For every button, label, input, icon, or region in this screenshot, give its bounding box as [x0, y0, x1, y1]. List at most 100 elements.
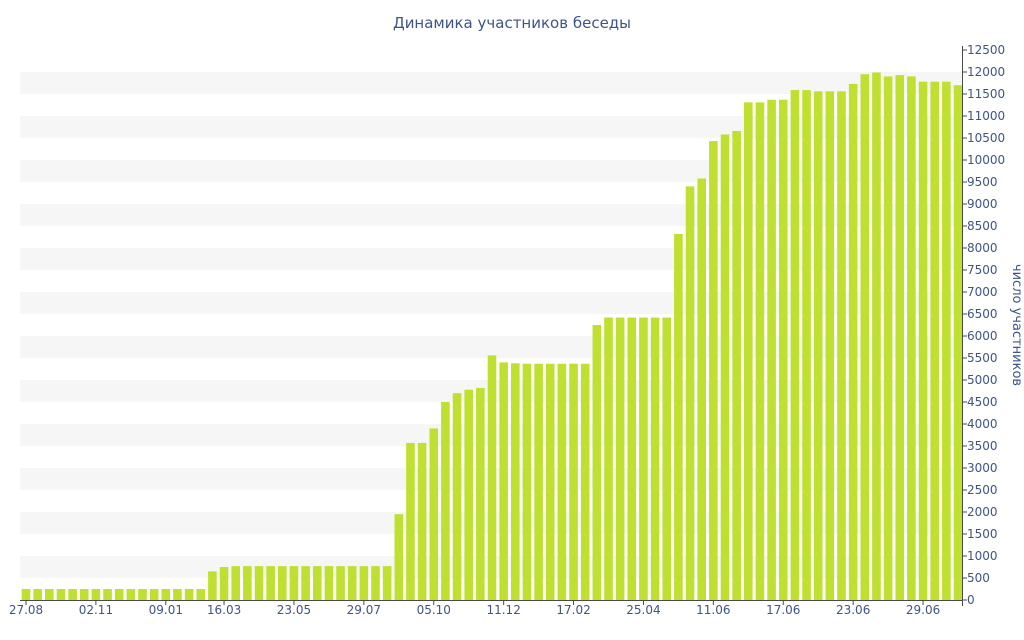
- y-tick-label: 10000: [967, 153, 1005, 167]
- bar: [615, 317, 625, 600]
- bar: [149, 589, 159, 600]
- bar: [417, 442, 427, 600]
- bar: [91, 589, 101, 600]
- x-tick-label: 11.06: [696, 603, 730, 617]
- bar: [196, 589, 206, 600]
- bar: [394, 514, 404, 600]
- y-tick-label: 12500: [967, 43, 1005, 57]
- x-tick-label: 17.02: [556, 603, 590, 617]
- y-tick-label: 6500: [967, 307, 998, 321]
- bar: [359, 566, 369, 600]
- y-tick-label: 6000: [967, 329, 998, 343]
- bar: [557, 363, 567, 600]
- bar: [860, 74, 870, 600]
- chart-title: Динамика участников беседы: [393, 14, 631, 32]
- bar: [336, 566, 345, 600]
- bar: [208, 571, 217, 600]
- bar: [452, 393, 462, 600]
- bar: [790, 90, 800, 600]
- bar: [347, 566, 357, 600]
- bar: [33, 589, 42, 600]
- bar: [872, 72, 881, 600]
- y-tick-label: 500: [967, 571, 990, 585]
- bar: [674, 233, 683, 601]
- y-tick-label: 3000: [967, 461, 998, 475]
- x-tick-label: 09.01: [149, 603, 183, 617]
- bar: [324, 566, 334, 600]
- x-tick-label: 25.04: [626, 603, 660, 617]
- bar: [499, 362, 508, 600]
- bar: [184, 589, 194, 600]
- bar: [56, 589, 66, 600]
- y-tick-label: 9000: [967, 197, 998, 211]
- bar: [278, 566, 287, 600]
- y-tick-label: 2500: [967, 483, 998, 497]
- bar: [778, 99, 788, 600]
- bar: [545, 363, 555, 600]
- bar: [883, 76, 893, 600]
- bar: [173, 589, 182, 600]
- bar: [138, 589, 147, 600]
- bar: [522, 363, 532, 600]
- y-axis-label: число участников: [1009, 264, 1024, 386]
- bar: [767, 99, 776, 600]
- bar: [569, 363, 578, 600]
- bar: [709, 141, 718, 600]
- y-tick-label: 12000: [967, 65, 1005, 79]
- bar: [650, 317, 660, 600]
- bar: [802, 90, 811, 600]
- bar: [744, 102, 753, 601]
- bar: [930, 81, 939, 601]
- y-tick-label: 9500: [967, 175, 998, 189]
- x-tick-labels: 27.08 02.11 09.01 16.03 23.05 29.07 05.10 11.12…: [9, 603, 940, 617]
- y-tick-label: 7500: [967, 263, 998, 277]
- x-tick-label: 27.08: [9, 603, 43, 617]
- bars: [21, 72, 963, 601]
- bar: [243, 566, 252, 600]
- bar: [813, 91, 823, 601]
- x-tick-label: 02.11: [79, 603, 113, 617]
- x-tick-label: 11.12: [486, 603, 520, 617]
- y-tick-label: 8500: [967, 219, 998, 233]
- bar: [662, 317, 672, 600]
- bar: [848, 83, 858, 600]
- x-tick-label: 16.03: [207, 603, 241, 617]
- bar: [68, 589, 77, 600]
- bar: [895, 75, 905, 600]
- bar: [592, 325, 602, 600]
- y-tick-label: 0: [967, 593, 975, 607]
- y-tick-label: 1000: [967, 549, 998, 563]
- bar: [441, 402, 450, 600]
- bar: [464, 389, 473, 600]
- bar: [953, 85, 963, 600]
- bar: [685, 186, 695, 600]
- bar: [825, 91, 835, 601]
- axes: [20, 46, 967, 606]
- bar: [627, 317, 637, 600]
- bar: [476, 387, 485, 600]
- bar: [301, 566, 310, 600]
- y-tick-label: 11500: [967, 87, 1005, 101]
- bar: [382, 566, 392, 600]
- grid-band: [20, 72, 962, 94]
- y-tick-label: 10500: [967, 131, 1005, 145]
- bar: [837, 91, 846, 601]
- bar: [406, 442, 415, 600]
- bar: [371, 566, 380, 600]
- bar: [114, 589, 124, 600]
- bar: [720, 134, 730, 601]
- bar: [639, 317, 648, 600]
- y-tick-label: 5000: [967, 373, 998, 387]
- bar: [161, 589, 171, 600]
- x-tick-label: 17.06: [766, 603, 800, 617]
- x-tick-label: 29.06: [906, 603, 940, 617]
- bar: [219, 567, 229, 600]
- y-tick-label: 4500: [967, 395, 998, 409]
- y-tick-label: 3500: [967, 439, 998, 453]
- bar: [254, 566, 264, 600]
- bar: [511, 363, 520, 600]
- bar: [312, 566, 322, 600]
- bar: [755, 102, 765, 601]
- bar: [289, 566, 299, 600]
